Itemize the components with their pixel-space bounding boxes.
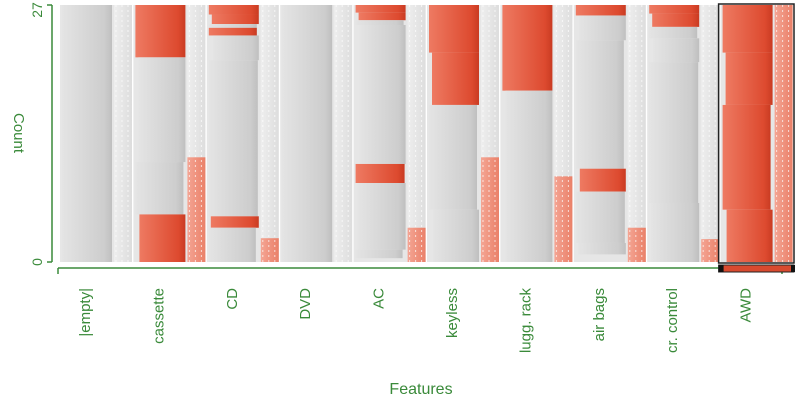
segment-unselected [359,24,406,164]
side-strip-background [114,5,132,262]
segment-unselected [505,90,553,263]
column-keyless[interactable] [427,5,499,262]
column-awd[interactable] [720,5,793,262]
side-strip-selected [554,176,573,262]
segment-unselected [651,202,700,262]
segment-unselected [578,15,626,41]
segment-unselected [135,162,184,215]
category-label-cr-control: cr. control [664,288,681,353]
category-labels-group: |empty| cassette CD DVD AC keyless lugg. rack a… [77,288,755,354]
columns-group [60,5,793,263]
side-strip-selected [774,5,793,262]
side-strip-selected [627,227,646,262]
category-label-keyless: keyless [444,288,461,338]
column-air-bags[interactable] [573,5,646,262]
category-label-ac: AC [371,288,388,309]
segment-selected [208,5,259,15]
segment-unselected [575,40,624,169]
side-strip-background [334,5,353,262]
segment-selected [135,5,186,58]
category-label-cd: CD [224,288,241,310]
column-ac[interactable] [353,5,426,262]
segment-unselected [653,38,700,63]
segment-unselected [649,26,698,39]
side-strip-background [260,5,279,262]
segment-selected [722,104,771,210]
selection-bar[interactable] [718,264,795,273]
segment-selected [652,13,700,27]
x-axis-title: Features [389,381,452,398]
side-strip-selected [187,157,206,262]
segment-selected [722,5,773,53]
segment-selected [355,163,405,183]
y-axis-label: Count [10,113,27,154]
segment-selected [208,27,257,36]
segment-unselected [282,5,333,262]
category-label-air-bags: air bags [591,288,608,341]
segment-selected [575,5,626,16]
side-strip-selected [481,157,499,262]
y-tick-label-bottom: 0 [29,258,45,266]
segment-selected [649,5,700,14]
segment-unselected [357,182,406,250]
category-label-lugg-rack: lugg. rack [517,288,534,354]
axes-group: 27 0 Count Features [10,2,783,398]
selection-frame[interactable] [717,3,795,264]
segment-selected [358,12,406,21]
column-cassette[interactable] [133,5,206,262]
side-strip-background [701,5,720,262]
segment-selected [502,5,553,91]
segment-unselected [433,209,479,262]
segment-selected [726,209,773,262]
segment-unselected [212,35,259,61]
category-label-cassette: cassette [150,288,167,344]
side-strip-background [627,5,646,262]
segment-unselected [577,242,626,255]
column-dvd[interactable] [280,5,353,262]
segment-unselected [575,191,625,243]
segment-selected [429,5,479,53]
category-label-dvd: DVD [297,288,314,320]
segment-selected [211,14,259,25]
side-strip-background [407,5,426,262]
segment-unselected [355,20,404,25]
category-label-awd: AWD [738,288,755,323]
segment-unselected [208,60,258,217]
side-strip-selected [407,227,426,262]
column-cr-control[interactable] [647,5,720,262]
side-strip-selected [701,239,720,262]
category-label-empty: |empty| [77,288,94,337]
segment-selected [139,214,186,262]
segment-selected [432,52,479,105]
side-strip-selected [260,238,279,262]
segment-unselected [62,5,112,262]
segment-selected [725,52,773,105]
column-empty[interactable] [60,5,132,262]
selection-group [717,3,795,273]
y-tick-label-top: 27 [29,2,45,18]
segment-selected [579,168,626,192]
segment-unselected [355,249,403,259]
segment-selected [355,5,406,13]
column-cd[interactable] [206,5,279,262]
segment-unselected [649,62,699,203]
segment-selected [210,216,259,228]
column-lugg-rack[interactable] [500,5,573,263]
segment-unselected [138,57,186,163]
selection-handle-left[interactable] [718,265,724,272]
segment-unselected [208,227,256,262]
segment-unselected [429,104,477,210]
selection-handle-right[interactable] [791,265,795,272]
